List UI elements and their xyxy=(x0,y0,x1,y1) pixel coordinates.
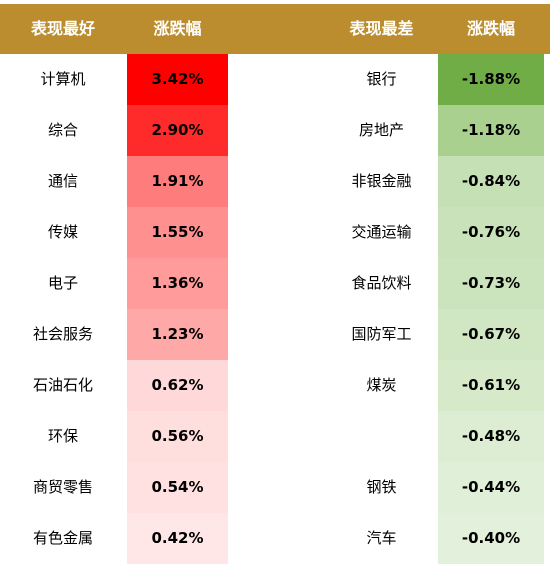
best-sector-name: 有色金属 xyxy=(32,529,93,547)
best-change-header: 涨跌幅 xyxy=(153,19,202,38)
worst-sector-name: 汽车 xyxy=(366,529,397,547)
best-sector-name: 计算机 xyxy=(40,70,86,88)
best-sector-name: 传媒 xyxy=(47,223,78,241)
best-sector-change: 0.56% xyxy=(127,411,228,462)
table-row: 计算机 3.42% 银行 -1.88% xyxy=(0,54,550,105)
best-header-label: 表现最好 xyxy=(30,19,95,38)
best-sector-name: 石油石化 xyxy=(32,376,93,394)
table-row: 综合 2.90% 房地产 -1.18% xyxy=(0,105,550,156)
table-row: 商贸零售 0.54% 钢铁 -0.44% xyxy=(0,462,550,513)
worst-sector-change: -0.48% xyxy=(438,411,544,462)
table-row: 社会服务 1.23% 国防军工 -0.67% xyxy=(0,309,550,360)
best-sector-name: 商贸零售 xyxy=(32,478,93,496)
best-sector-name: 综合 xyxy=(47,121,78,139)
worst-sector-name: 银行 xyxy=(366,70,397,88)
best-sector-change: 1.23% xyxy=(127,309,228,360)
best-sector-change: 3.42% xyxy=(127,54,228,105)
worst-sector-change: -0.84% xyxy=(438,156,544,207)
worst-sector-change: -0.40% xyxy=(438,513,544,564)
worst-sector-change: -0.73% xyxy=(438,258,544,309)
best-sector-name: 环保 xyxy=(47,427,78,445)
worst-sector-change: -1.18% xyxy=(438,105,544,156)
table-row: 有色金属 0.42% 汽车 -0.40% xyxy=(0,513,550,564)
best-sector-change: 0.54% xyxy=(127,462,228,513)
worst-sector-name xyxy=(325,411,438,462)
best-sector-change: 0.42% xyxy=(127,513,228,564)
table-row: 传媒 1.55% 交通运输 -0.76% xyxy=(0,207,550,258)
best-sector-name: 电子 xyxy=(47,274,78,292)
table-row: 电子 1.36% 食品饮料 -0.73% xyxy=(0,258,550,309)
table-header: 表现最好 涨跌幅 表现最差 涨跌幅 xyxy=(0,4,550,54)
worst-sector-change: -1.88% xyxy=(438,54,544,105)
worst-sector-name: 房地产 xyxy=(358,121,404,139)
best-sector-change: 0.62% xyxy=(127,360,228,411)
best-sector-change: 1.36% xyxy=(127,258,228,309)
worst-header-label: 表现最差 xyxy=(349,19,414,38)
worst-sector-name: 煤炭 xyxy=(366,376,397,394)
best-sector-name: 社会服务 xyxy=(32,325,93,343)
worst-sector-change: -0.76% xyxy=(438,207,544,258)
worst-sector-name: 食品饮料 xyxy=(351,274,412,292)
table-row: 通信 1.91% 非银金融 -0.84% xyxy=(0,156,550,207)
best-sector-name: 通信 xyxy=(47,172,78,190)
best-sector-change: 1.55% xyxy=(127,207,228,258)
worst-sector-name: 非银金融 xyxy=(351,172,412,190)
worst-sector-name: 国防军工 xyxy=(351,325,412,343)
worst-sector-change: -0.67% xyxy=(438,309,544,360)
worst-change-header: 涨跌幅 xyxy=(466,19,515,38)
worst-sector-change: -0.61% xyxy=(438,360,544,411)
worst-sector-name: 交通运输 xyxy=(351,223,412,241)
best-sector-change: 1.91% xyxy=(127,156,228,207)
table-row: 环保 0.56% -0.48% xyxy=(0,411,550,462)
worst-sector-change: -0.44% xyxy=(438,462,544,513)
table-row: 石油石化 0.62% 煤炭 -0.61% xyxy=(0,360,550,411)
best-sector-change: 2.90% xyxy=(127,105,228,156)
worst-sector-name: 钢铁 xyxy=(366,478,397,496)
